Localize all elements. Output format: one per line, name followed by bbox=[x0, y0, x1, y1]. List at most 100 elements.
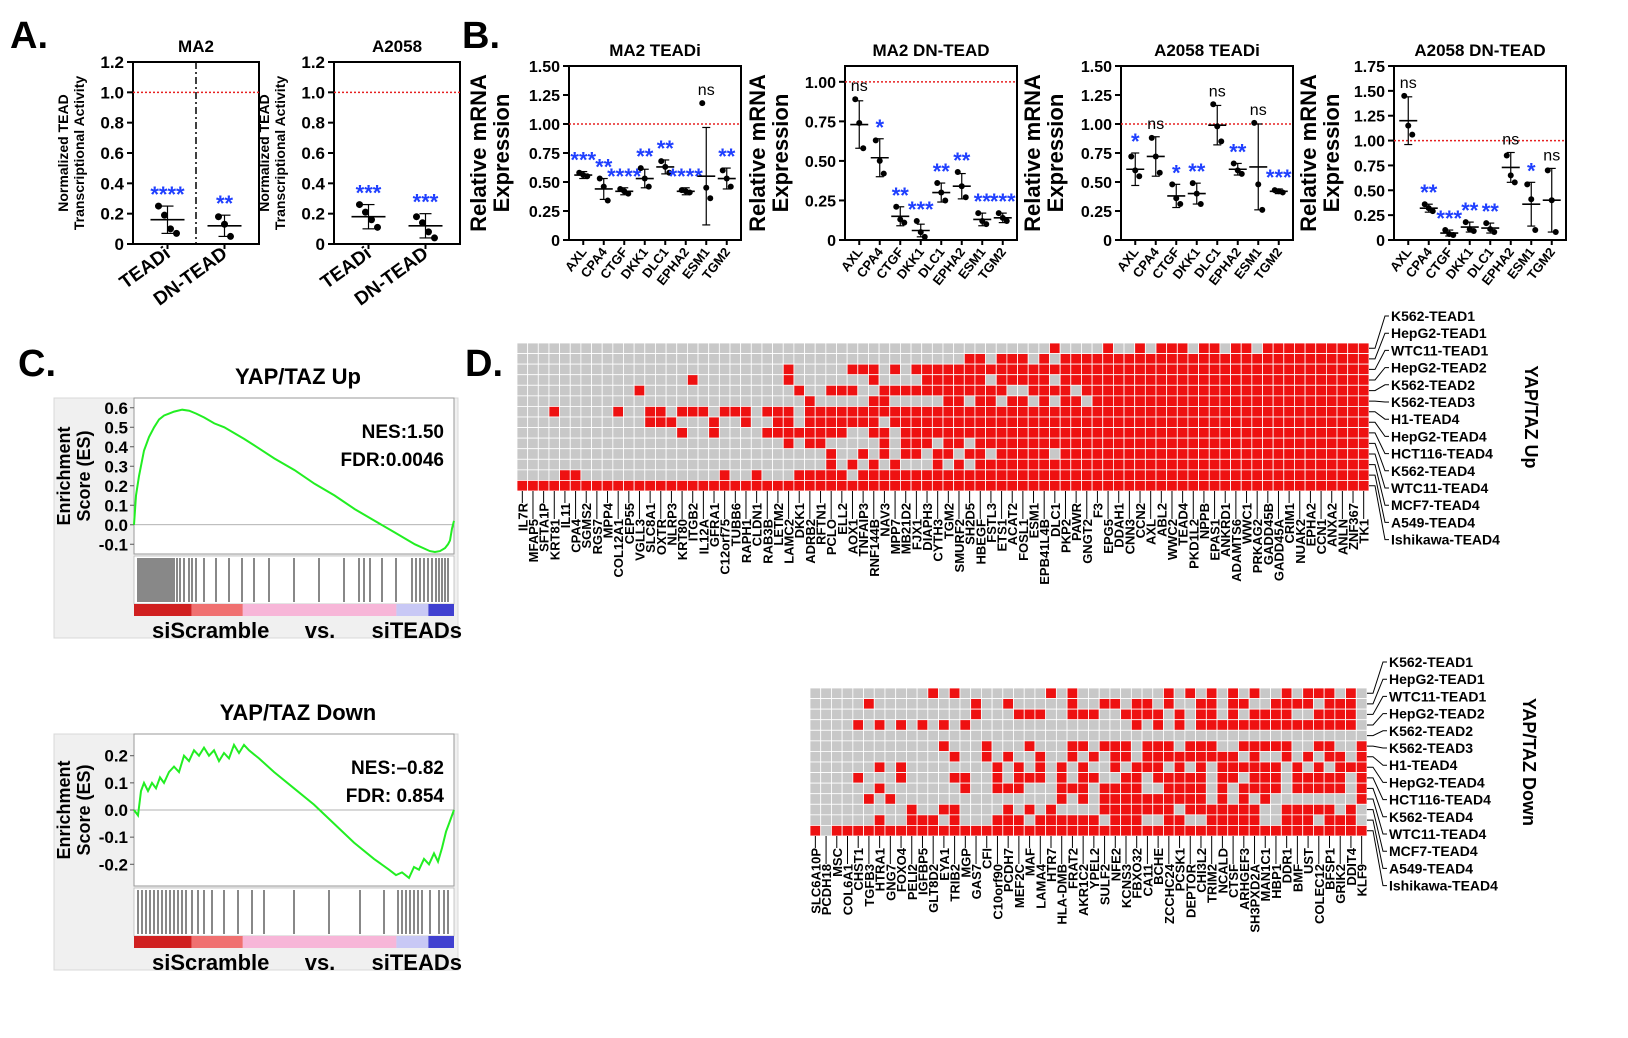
heatmap-cell bbox=[1216, 698, 1229, 710]
heatmap-cell bbox=[1144, 427, 1157, 439]
heatmap-cell bbox=[1066, 719, 1079, 731]
heatmap-cell bbox=[1059, 395, 1072, 407]
heatmap-cell bbox=[580, 480, 592, 492]
heatmap-cell bbox=[1355, 782, 1368, 795]
heatmap-cell bbox=[537, 480, 550, 492]
column-label: KRT81 bbox=[547, 519, 562, 560]
heatmap-cell bbox=[1323, 740, 1336, 752]
heatmap-cell bbox=[970, 772, 982, 784]
heatmap-cell bbox=[931, 363, 944, 376]
plot-frame bbox=[1120, 65, 1294, 241]
heatmap-cell bbox=[906, 814, 918, 826]
heatmap-cell bbox=[1283, 448, 1295, 460]
heatmap-cell bbox=[548, 353, 561, 365]
heatmap-cell bbox=[665, 437, 678, 450]
heatmap-cell bbox=[697, 437, 710, 450]
heatmap-cell bbox=[1049, 363, 1061, 376]
heatmap-cell bbox=[927, 793, 939, 805]
heatmap-cell bbox=[995, 353, 1008, 365]
heatmap-cell bbox=[1355, 761, 1368, 773]
heatmap-cell bbox=[820, 814, 832, 826]
heatmap-cell bbox=[708, 353, 720, 365]
heatmap-cell bbox=[1259, 740, 1271, 752]
heatmap-cell bbox=[846, 353, 859, 365]
heatmap-cell bbox=[1315, 480, 1327, 492]
heatmap-cell bbox=[889, 384, 901, 397]
heatmap-cell bbox=[1280, 803, 1293, 816]
heatmap-cell bbox=[1334, 751, 1346, 763]
heatmap-cell bbox=[1023, 698, 1036, 710]
heatmap-cell bbox=[1173, 719, 1186, 731]
panel-label-b: B. bbox=[462, 15, 500, 57]
heatmap-cell bbox=[1195, 793, 1207, 805]
data-point bbox=[1421, 201, 1428, 208]
heatmap-cell bbox=[980, 761, 993, 773]
heatmap-cell bbox=[1077, 793, 1089, 805]
heatmap-cell bbox=[1248, 729, 1261, 742]
heatmap-cell bbox=[1304, 427, 1317, 439]
heatmap-cell bbox=[718, 374, 731, 386]
heatmap-cell bbox=[970, 803, 982, 816]
heatmap-cell bbox=[1055, 698, 1068, 710]
heatmap-cell bbox=[1049, 448, 1061, 460]
heatmap-cell bbox=[516, 384, 529, 397]
column-label: DIAPH3 bbox=[920, 503, 935, 551]
heatmap-cell bbox=[655, 342, 667, 354]
heatmap-cell bbox=[1141, 825, 1154, 837]
heatmap-cell bbox=[1038, 363, 1050, 376]
heatmap-cell bbox=[1059, 469, 1072, 481]
column-label: ESM1 bbox=[1027, 503, 1042, 538]
chart-title: A2058 bbox=[372, 37, 422, 56]
y-axis-label: Score (ES) bbox=[74, 430, 94, 521]
heatmap-cell bbox=[750, 458, 763, 471]
heatmap-cell bbox=[1280, 772, 1293, 784]
heatmap-cell bbox=[985, 353, 997, 365]
heatmap-cell bbox=[1357, 363, 1370, 376]
heatmap-cell bbox=[1023, 814, 1036, 826]
heatmap-cell bbox=[623, 416, 635, 428]
heatmap-cell bbox=[1313, 772, 1325, 784]
data-point bbox=[979, 218, 986, 225]
heatmap-cell bbox=[1059, 427, 1072, 439]
panel-label-d: D. bbox=[465, 343, 503, 385]
y-axis-label: Transcriptional Activity bbox=[272, 76, 288, 231]
heatmap-cell bbox=[1323, 687, 1336, 699]
data-point bbox=[686, 189, 693, 196]
significance-label: *** bbox=[570, 148, 596, 173]
heatmap-cell bbox=[995, 342, 1008, 354]
heatmap-cell bbox=[1109, 740, 1122, 752]
heatmap-cell bbox=[889, 342, 901, 354]
heatmap-cell bbox=[1155, 427, 1168, 439]
heatmap-cell bbox=[820, 793, 832, 805]
heatmap-cell bbox=[1323, 729, 1336, 742]
row-connector bbox=[1367, 809, 1387, 852]
heatmap-cell bbox=[1315, 437, 1327, 450]
row-connector bbox=[1369, 384, 1389, 392]
heatmap-cell bbox=[1280, 761, 1293, 773]
rank-gradient-segment bbox=[134, 936, 192, 948]
heatmap-cell bbox=[1077, 698, 1089, 710]
heatmap-cell bbox=[931, 374, 944, 386]
row-label: K562-TEAD2 bbox=[1389, 723, 1473, 739]
heatmap-cell bbox=[959, 803, 972, 816]
heatmap-cell bbox=[633, 448, 646, 460]
heatmap-cell bbox=[1347, 469, 1359, 481]
heatmap-cell bbox=[1259, 793, 1271, 805]
heatmap-cell bbox=[1195, 729, 1207, 742]
heatmap-cell bbox=[1141, 772, 1154, 784]
heatmap-cell bbox=[1166, 353, 1178, 365]
heatmap-cell bbox=[921, 416, 933, 428]
heatmap-cell bbox=[1283, 342, 1295, 354]
heatmap-cell bbox=[665, 458, 678, 471]
heatmap-cell bbox=[1304, 363, 1317, 376]
heatmap-cell bbox=[1208, 384, 1221, 397]
heatmap-cell bbox=[644, 374, 656, 386]
heatmap-cell bbox=[1166, 342, 1178, 354]
heatmap-cell bbox=[1230, 427, 1242, 439]
fdr-label: FDR: 0.854 bbox=[346, 786, 445, 807]
heatmap-cell bbox=[1240, 406, 1253, 418]
y-axis-label: Relative mRNA bbox=[466, 74, 491, 232]
column-label: ZCCHC24 bbox=[1162, 863, 1177, 924]
heatmap-cell bbox=[1219, 374, 1231, 386]
heatmap-cell bbox=[814, 469, 827, 481]
